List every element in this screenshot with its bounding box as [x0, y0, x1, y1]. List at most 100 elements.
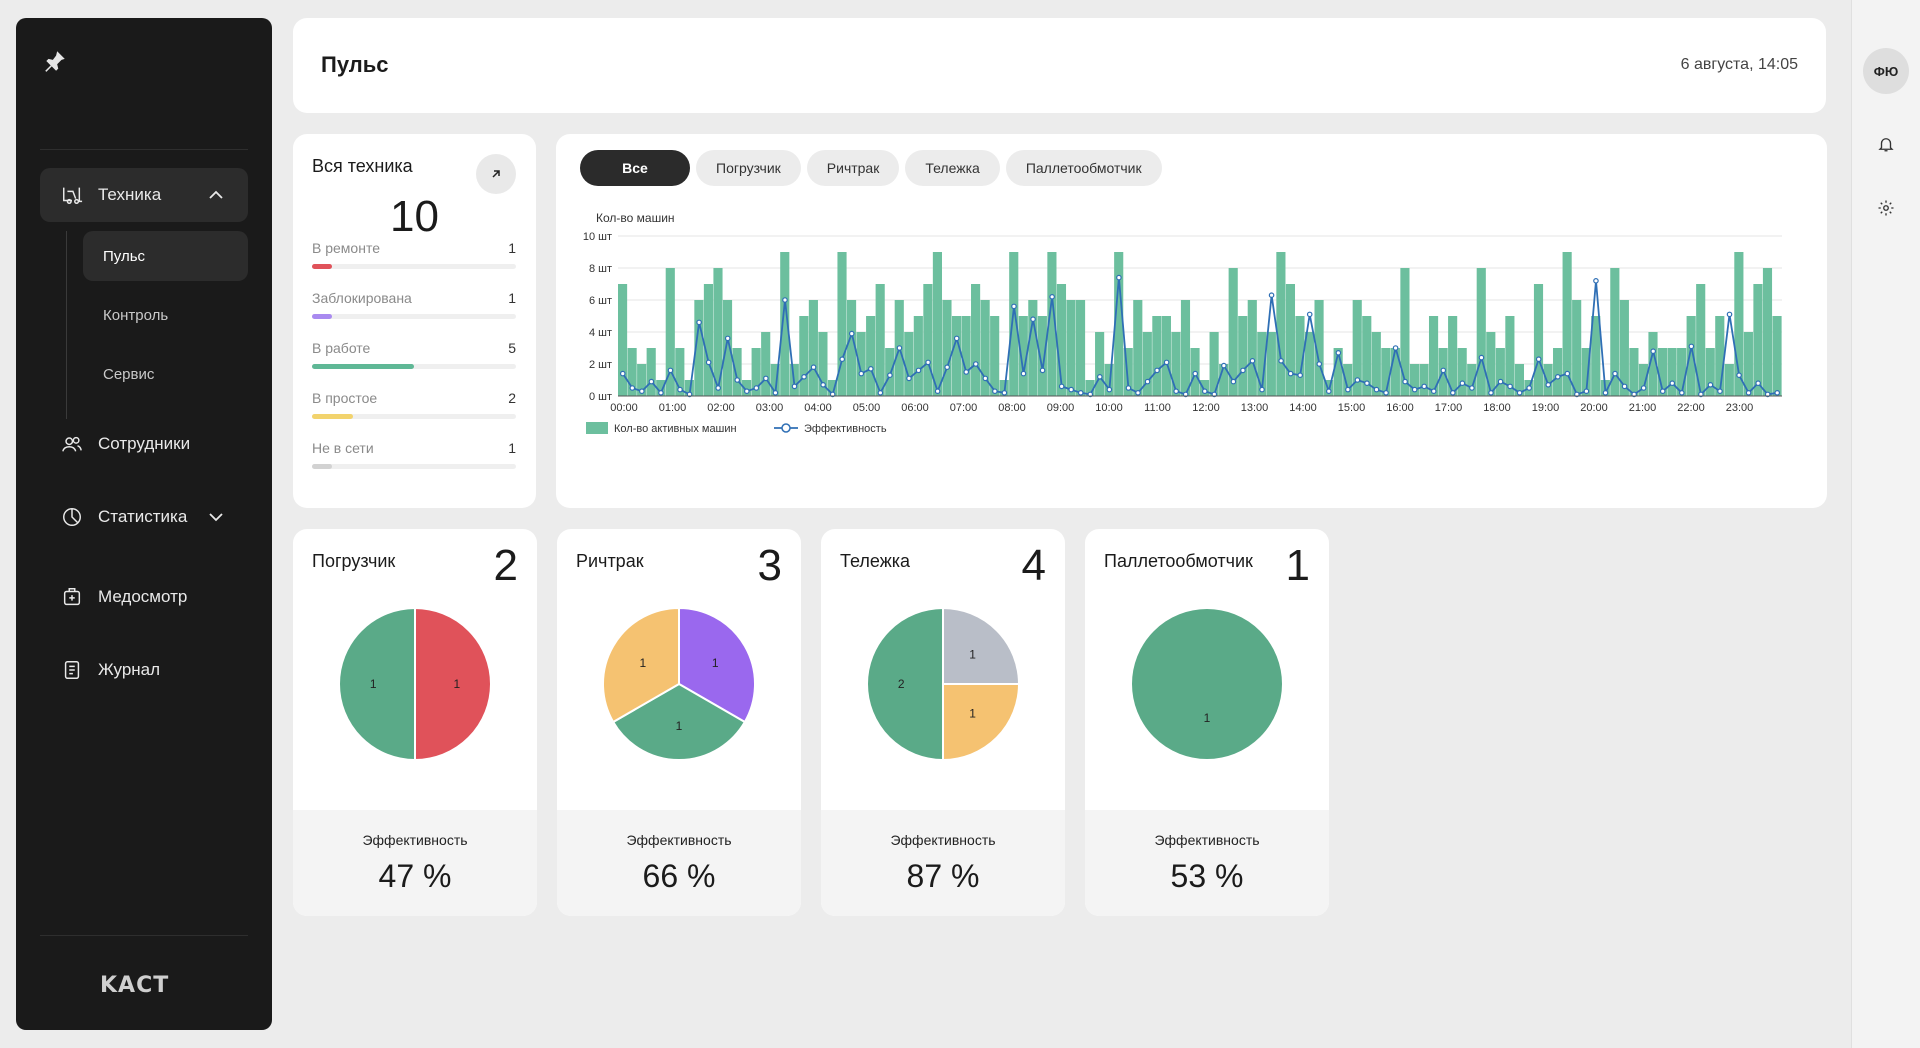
chart-bar: [1514, 364, 1524, 396]
tab-richtrak[interactable]: Ричтрак: [806, 150, 900, 186]
sidebar-item-sotrudniki[interactable]: Сотрудники: [40, 417, 248, 471]
chart-bar: [646, 348, 656, 396]
bell-icon[interactable]: [1874, 132, 1898, 156]
efficiency-value: 66 %: [642, 858, 716, 894]
efficiency-point: [1354, 377, 1361, 383]
tab-all[interactable]: Все: [580, 150, 690, 186]
pie-slice[interactable]: [678, 607, 756, 724]
all-equipment-card: Вся техника 10 В ремонте 1 Заблокирована 1 В…: [293, 134, 536, 508]
x-tick-label: 17:00: [1435, 402, 1463, 414]
chart-bar: [1142, 332, 1152, 396]
pie-slice[interactable]: [338, 607, 416, 761]
chart-bar: [1362, 316, 1372, 396]
activity-chart: Кол-во машин 0 шт 2 шт 4 шт 6 шт 8 шт 10 шт 00:…: [583, 211, 1782, 435]
efficiency-point: [1316, 361, 1323, 367]
tab-telezhka[interactable]: Тележка: [905, 150, 1000, 186]
card-title: Вся техника: [312, 156, 413, 176]
pie-slice[interactable]: [942, 607, 1020, 685]
card-title: Погрузчик: [312, 551, 396, 571]
status-bar-fill: [312, 364, 414, 369]
subitem-label: Контроль: [103, 306, 169, 324]
chart-bar: [742, 380, 752, 396]
efficiency-point: [724, 335, 731, 342]
tab-palletoobmotchik[interactable]: Паллетообмотчик: [1005, 150, 1162, 186]
equipment-type-card: Паллетообмотчик 1 1 Эффективность 53 %: [1085, 529, 1329, 916]
efficiency-point: [648, 378, 655, 385]
gear-icon[interactable]: [1874, 196, 1898, 220]
efficiency-label: Эффективность: [362, 832, 468, 848]
efficiency-point: [1469, 385, 1475, 391]
chart-bar: [1209, 332, 1219, 396]
efficiency-point: [1154, 367, 1160, 374]
chart-bar: [1762, 268, 1773, 396]
pie-slice[interactable]: [1130, 607, 1284, 761]
pie-slice[interactable]: [866, 607, 944, 761]
efficiency-point: [925, 359, 931, 366]
tab-pogruzchik[interactable]: Погрузчик: [696, 150, 801, 186]
sidebar-item-tekhnika[interactable]: Техника: [40, 168, 248, 222]
chart-bar: [980, 300, 990, 396]
chart-bar: [1467, 364, 1477, 396]
chevron-up-icon[interactable]: [206, 185, 226, 205]
chart-bar: [1066, 300, 1076, 396]
sidebar-item-statistika[interactable]: Статистика: [40, 490, 248, 544]
pie-slice[interactable]: [602, 607, 680, 724]
efficiency-point: [734, 377, 741, 383]
pie-slice[interactable]: [942, 683, 1020, 761]
pin-icon[interactable]: [42, 48, 68, 74]
x-tick-label: 22:00: [1677, 402, 1705, 414]
submenu-line: [66, 231, 67, 419]
total-count: 10: [390, 192, 439, 241]
efficiency-point: [1421, 383, 1428, 390]
card-title: Ричтрак: [576, 551, 644, 571]
chart-bar: [1314, 300, 1324, 396]
pie-slice-label: 1: [969, 647, 976, 661]
efficiency-point: [696, 319, 702, 326]
chart-bar: [761, 332, 771, 396]
x-tick-label: 12:00: [1192, 402, 1220, 414]
chart-bar: [923, 284, 933, 396]
sidebar-subitem-kontrol[interactable]: Контроль: [83, 290, 248, 340]
efficiency-point: [1306, 311, 1313, 318]
sidebar-subitem-puls[interactable]: Пульс: [83, 231, 248, 281]
efficiency-point: [934, 388, 941, 395]
efficiency-footer: Эффективность 87 %: [821, 810, 1065, 916]
x-tick-label: 14:00: [1289, 402, 1317, 414]
efficiency-point: [1564, 370, 1571, 377]
chart-bar: [856, 332, 866, 396]
efficiency-point: [1621, 383, 1628, 390]
chart-bar: [1696, 284, 1706, 396]
sidebar-item-zhurnal[interactable]: Журнал: [40, 643, 248, 697]
chart-bar: [1047, 252, 1057, 396]
efficiency-label: Эффективность: [1154, 832, 1260, 848]
efficiency-point: [982, 375, 989, 382]
expand-button[interactable]: [476, 154, 516, 194]
chart-bar: [1371, 332, 1381, 396]
efficiency-point: [810, 364, 817, 371]
sidebar-divider: [40, 149, 248, 150]
chart-bar: [1114, 252, 1124, 396]
efficiency-point: [992, 388, 998, 395]
status-value: 5: [508, 340, 516, 356]
efficiency-point: [629, 385, 636, 391]
sidebar-item-medosmotr[interactable]: Медосмотр: [40, 570, 248, 624]
sidebar-subitem-servis[interactable]: Сервис: [83, 349, 248, 399]
efficiency-point: [1593, 278, 1599, 284]
chart-bar: [637, 364, 647, 396]
chart-bar: [1018, 316, 1028, 396]
pie-slice-label: 1: [969, 707, 976, 721]
efficiency-point: [1640, 385, 1647, 391]
chart-bar: [770, 364, 780, 396]
chart-bar: [1715, 316, 1725, 396]
efficiency-point: [1297, 372, 1303, 379]
chevron-down-icon[interactable]: [206, 507, 226, 527]
avatar[interactable]: ФЮ: [1863, 48, 1909, 94]
header-date: 6 августа, 14:05: [1680, 56, 1798, 73]
chart-bar: [1629, 348, 1639, 396]
y-tick-label: 0 шт: [589, 391, 612, 403]
chart-bar: [1428, 316, 1439, 396]
pie-slice[interactable]: [414, 607, 492, 761]
pie-slice-label: 1: [676, 719, 683, 733]
efficiency-point: [1612, 370, 1618, 377]
y-tick-label: 8 шт: [589, 263, 612, 275]
